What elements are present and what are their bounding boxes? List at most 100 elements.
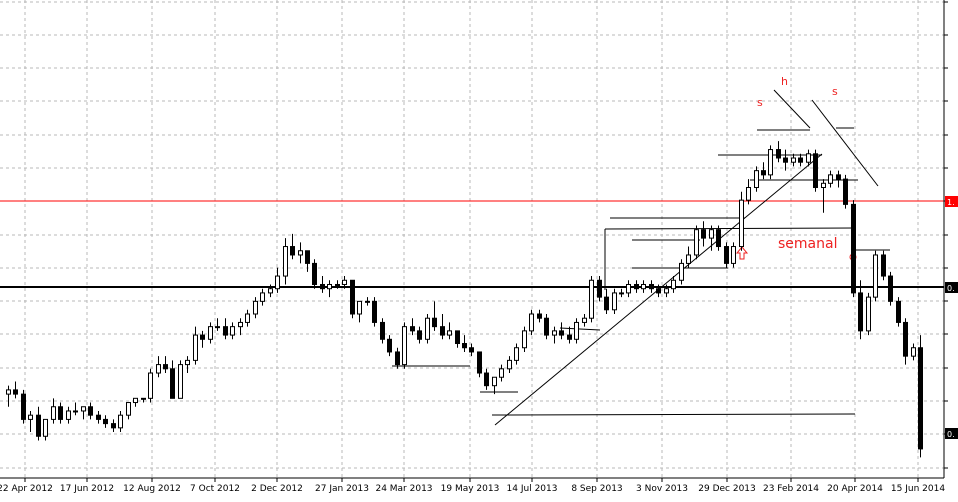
candle-bearish [96,414,101,420]
candle-bullish [6,389,11,395]
candle-bearish [380,321,385,340]
price-scale: 1. 0. 0. [943,0,958,478]
candle-bullish [156,364,161,374]
candle-bearish [783,157,788,163]
candle-bullish [828,174,833,184]
time-tick-label: 7 Oct 2012 [190,484,240,494]
time-scale: 22 Apr 2012 17 Jun 2012 12 Aug 2012 7 Oct 2… [0,477,945,494]
candle-bullish [28,414,33,420]
candle-bullish [43,418,48,437]
horizontal-levels [0,200,944,288]
candle-bullish [215,326,220,329]
candle-bearish [888,275,893,302]
candle-bullish [51,406,56,420]
candle-bearish [903,321,908,357]
candle-bearish [776,149,781,159]
support-line [559,327,601,331]
candle-bearish [88,406,93,416]
candle-bearish [395,351,400,366]
candle-bearish [469,347,474,353]
candle-bearish [103,418,108,425]
candle-bearish [843,178,848,205]
candle-bearish [537,313,542,319]
price-label-black-level [945,282,958,293]
candle-bullish [754,170,759,189]
price-label-black-text: 0. [947,284,955,293]
candle-bearish [440,326,445,336]
candle-bullish [694,229,699,256]
candle-bullish [768,149,773,176]
candle-bearish [813,153,818,189]
candle-bullish [709,229,714,239]
annotation-label: s [757,96,763,109]
time-tick-label: 14 Jul 2013 [507,484,558,494]
candle-bearish [559,330,564,336]
candle-bearish [858,292,863,332]
candle-bullish [739,199,744,248]
candle-bearish [656,288,661,294]
time-tick-label: 15 Jun 2014 [891,484,945,494]
candle-bullish [238,321,243,328]
time-tick-label: 29 Dec 2013 [698,484,756,494]
candle-bullish [178,364,183,399]
candle-bearish [58,406,63,420]
support-line [491,413,856,416]
candle-bullish [342,279,347,285]
annotation-label: h [781,75,788,88]
arrow-up-icon [735,246,749,260]
candle-bullish [821,182,826,189]
candle-bearish [836,174,841,180]
candle-bearish [649,283,654,290]
time-tick-label: 23 Feb 2014 [763,484,819,494]
candle-bearish [305,250,310,264]
annotations: s h s semanal [757,75,838,252]
candle-bullish [245,313,250,323]
candle-bullish [499,368,504,378]
candle-bearish [484,372,489,387]
candle-bearish [111,423,116,429]
annotation-label: s [832,85,838,98]
price-label-red-level [945,196,958,207]
candle-bearish [170,368,175,399]
time-tick-label: 2 Dec 2012 [251,484,303,494]
candle-bullish [679,262,684,281]
candle-bullish [492,376,497,387]
candle-bearish [462,343,467,349]
candle-bearish [567,334,572,340]
candle-bearish [455,330,460,345]
trendline [773,89,811,129]
candle-bearish [604,296,609,311]
candle-bearish [163,364,168,370]
candle-bullish [141,397,146,400]
candle-bullish [582,317,587,323]
candle-bearish [724,246,729,264]
candle-bullish [791,157,796,163]
drawing-objects [392,89,890,426]
candle-bearish [477,351,482,374]
candle-bearish [372,300,377,323]
candle-bullish [873,254,878,298]
candle-bearish [851,203,856,294]
candle-bearish [761,170,766,176]
candle-bullish [514,347,519,361]
annotation-label: semanal [778,236,837,252]
candle-bullish [529,313,534,332]
candle-bullish [522,330,527,349]
time-tick-label: 17 Jun 2012 [60,484,114,494]
time-tick-label: 19 May 2013 [441,484,500,494]
candle-bearish [417,330,422,340]
candle-bullish [298,250,303,256]
trendline [811,99,879,187]
time-tick-label: 27 Jan 2013 [315,484,369,494]
candle-bearish [387,338,392,353]
candle-bullish [268,288,273,294]
candle-bullish [641,283,646,290]
candle-bearish [432,317,437,328]
candle-bearish [320,283,325,290]
candle-bullish [612,292,617,311]
resistance-line [604,227,856,230]
candle-bearish [634,283,639,290]
candle-bullish [806,153,811,163]
candle-bullish [589,279,594,319]
